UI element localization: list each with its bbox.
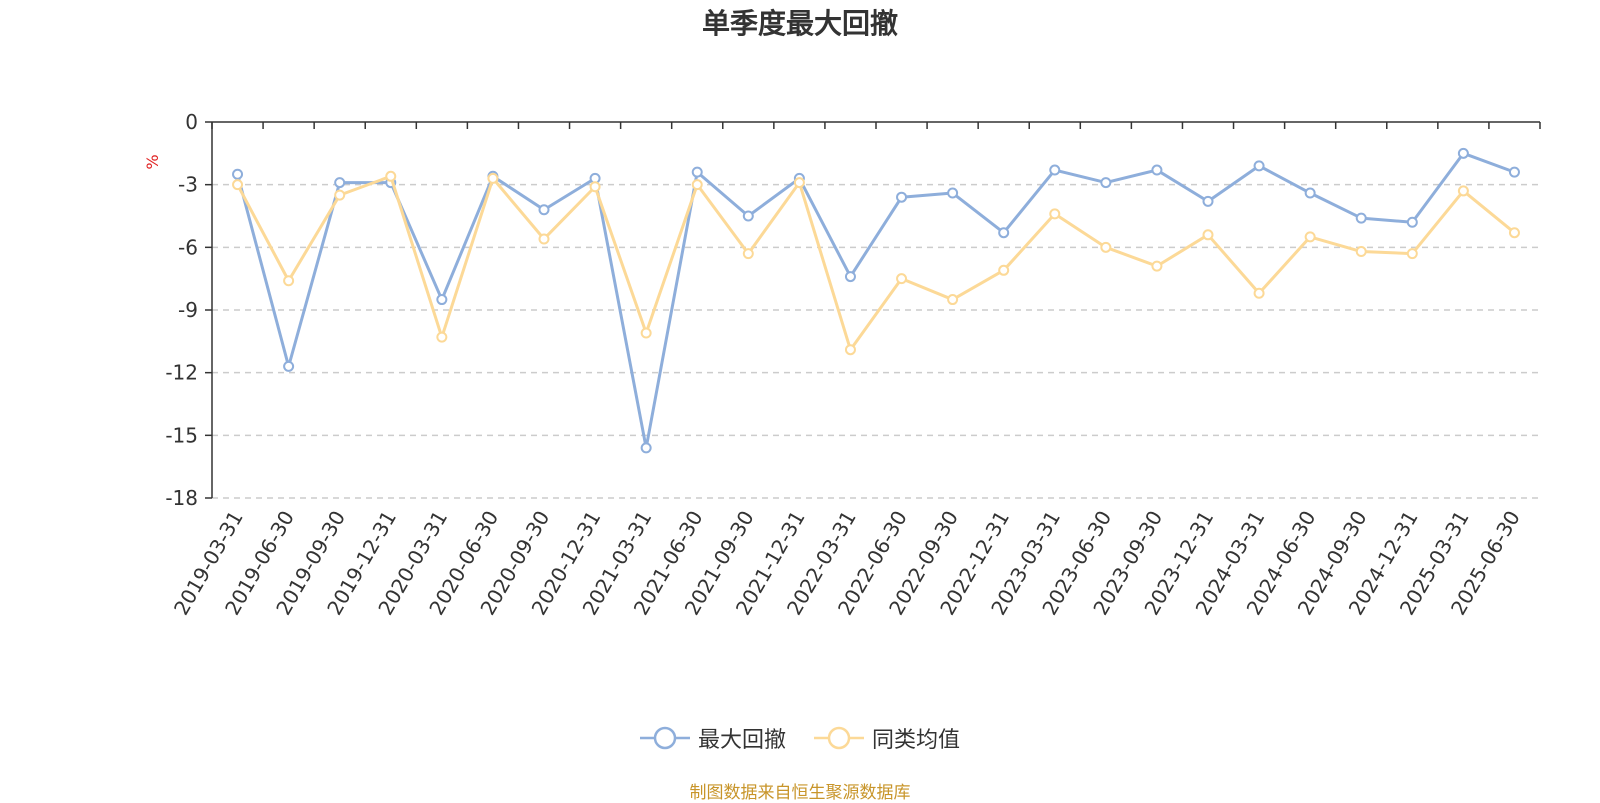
data-point (1151, 260, 1163, 272)
data-point (1355, 212, 1367, 224)
data-point (691, 166, 703, 178)
y-tick-label: -3 (178, 173, 198, 197)
data-point (1253, 160, 1265, 172)
source-note: 制图数据来自恒生聚源数据库 (689, 783, 911, 803)
data-point (640, 442, 652, 454)
y-tick-label: -12 (165, 361, 198, 385)
data-point (896, 191, 908, 203)
data-point (1457, 185, 1469, 197)
data-point (947, 187, 959, 199)
data-point (1406, 216, 1418, 228)
data-point (1253, 287, 1265, 299)
data-point (1304, 231, 1316, 243)
data-point (998, 227, 1010, 239)
data-point (1151, 164, 1163, 176)
y-tick-label: -18 (165, 486, 198, 510)
data-point (1355, 246, 1367, 258)
data-point (742, 210, 754, 222)
legend-item-1[interactable]: 最大回撤 (639, 722, 786, 754)
line-chart: 0-3-6-9-12-15-18%2019-03-312019-06-30201… (143, 110, 1541, 619)
y-tick-label: -15 (165, 423, 198, 447)
data-point (896, 273, 908, 285)
legend: 最大回撤 同类均值 (0, 722, 1600, 754)
data-point (385, 170, 397, 182)
data-point (1457, 147, 1469, 159)
data-point (1406, 248, 1418, 260)
data-point (844, 271, 856, 283)
series-line-2 (236, 174, 1516, 352)
data-point (1202, 229, 1214, 241)
data-point (487, 172, 499, 184)
data-point (1304, 187, 1316, 199)
data-point (1049, 164, 1061, 176)
y-axis-unit: % (143, 154, 162, 169)
data-point (538, 204, 550, 216)
data-point (742, 248, 754, 260)
data-point (1202, 195, 1214, 207)
legend-label: 最大回撤 (697, 728, 786, 753)
y-tick-label: -6 (178, 235, 198, 259)
y-tick-label: -9 (178, 298, 198, 322)
data-point (691, 179, 703, 191)
series-line-1 (236, 151, 1515, 450)
data-point (1100, 241, 1112, 253)
data-point (589, 181, 601, 193)
data-point (538, 233, 550, 245)
data-point (436, 294, 448, 306)
data-point (1508, 227, 1520, 239)
data-point (998, 264, 1010, 276)
data-point (334, 189, 346, 201)
data-point (1049, 208, 1061, 220)
data-point (947, 294, 959, 306)
data-point (1508, 166, 1520, 178)
legend-item-2[interactable]: 同类均值 (814, 722, 960, 754)
data-point (232, 179, 244, 191)
data-point (334, 177, 346, 189)
data-point (1100, 177, 1112, 189)
data-point (283, 275, 295, 287)
data-point (232, 168, 244, 180)
data-point (283, 360, 295, 372)
data-point (640, 327, 652, 339)
data-point (844, 344, 856, 356)
chart-title: 单季度最大回撤 (701, 7, 898, 40)
y-tick-label: 0 (185, 110, 198, 134)
legend-symbol (814, 726, 864, 750)
legend-label: 同类均值 (872, 728, 961, 753)
data-point (436, 331, 448, 343)
legend-symbol (639, 726, 690, 750)
data-point (793, 177, 805, 189)
